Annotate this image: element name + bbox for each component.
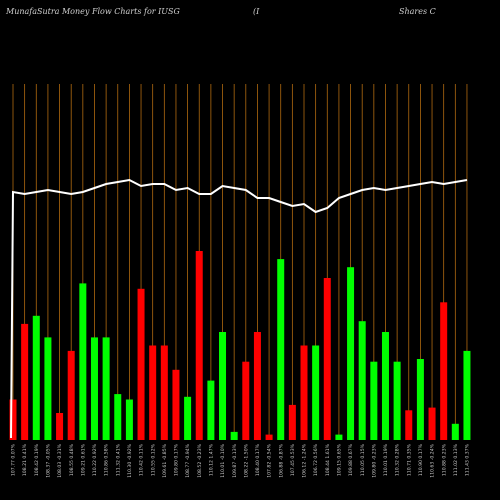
volume-bar <box>90 337 98 440</box>
x-tick-label: 110.01 -0.10% <box>220 443 226 477</box>
x-tick-label: 111.02 0.13% <box>453 443 459 476</box>
x-tick-label: 107.82 -0.54% <box>267 443 273 477</box>
x-tick-labels: 107.77 0.07% 108.21 0.41% 108.42 0.19% 108.… <box>11 443 471 477</box>
volume-bar <box>416 359 424 440</box>
x-tick-label: 108.52 -0.23% <box>197 443 203 477</box>
volume-bar <box>428 407 436 440</box>
x-tick-label: 109.88 0.67% <box>348 443 354 476</box>
volume-bar <box>335 434 343 440</box>
x-tick-label: 109.80 -0.23% <box>371 443 377 477</box>
volume-bar <box>405 410 413 440</box>
x-tick-label: 110.05 0.15% <box>360 443 366 476</box>
volume-bar <box>9 399 17 440</box>
x-tick-label: 109.87 -0.13% <box>232 443 238 477</box>
x-tick-label: 110.90 0.17% <box>418 443 424 476</box>
x-tick-label: 110.86 0.58% <box>104 443 110 476</box>
x-tick-label: 109.15 0.65% <box>337 443 343 476</box>
x-tick-label: 108.21 0.41% <box>22 443 28 476</box>
volume-bar <box>172 369 180 440</box>
x-tick-label: 111.43 0.37% <box>465 443 471 476</box>
x-tick-label: 108.42 0.19% <box>34 443 40 476</box>
volume-bar <box>149 345 157 440</box>
x-tick-label: 109.80 0.17% <box>174 443 180 476</box>
volume-bar <box>32 315 40 440</box>
volume-bar <box>300 345 308 440</box>
bars-group <box>9 251 471 440</box>
brand-title: MunafaSutra Money Flow Charts for IUSG <box>6 7 180 16</box>
volume-bar <box>219 332 227 440</box>
x-tick-label: 108.37 -0.05% <box>46 443 52 477</box>
x-tick-label: 109.61 -0.85% <box>162 443 168 477</box>
x-tick-label: 110.01 0.19% <box>383 443 389 476</box>
volume-bar <box>56 413 64 440</box>
price-line-group <box>10 178 468 439</box>
volume-bar <box>451 423 459 440</box>
volume-bar <box>381 332 389 440</box>
x-tick-label: 108.03 -0.31% <box>57 443 63 477</box>
volume-bar <box>265 434 273 440</box>
x-tick-label: 110.63 -0.24% <box>430 443 436 477</box>
x-tick-label: 111.32 0.41% <box>115 443 121 476</box>
x-tick-label: 106.88 -0.87% <box>278 443 284 477</box>
volume-bar <box>277 259 285 440</box>
volume-bar <box>312 345 320 440</box>
volume-bar <box>358 321 366 440</box>
volume-bar <box>347 267 355 440</box>
volume-bar <box>44 337 52 440</box>
x-tick-label: 110.22 0.92% <box>92 443 98 476</box>
x-tick-label: 108.40 0.17% <box>255 443 261 476</box>
x-tick-label: 106.72 0.56% <box>313 443 319 476</box>
x-tick-label: 110.71 0.35% <box>406 443 412 476</box>
x-tick-label: 107.77 0.07% <box>11 443 17 476</box>
x-tick-label: 107.45 0.53% <box>290 443 296 476</box>
x-tick-label: 110.42 0.11% <box>139 443 145 476</box>
volume-bar <box>137 288 145 440</box>
volume-bar <box>242 361 250 440</box>
volume-bar <box>393 361 401 440</box>
x-tick-label: 108.77 -0.94% <box>185 443 191 477</box>
x-tick-label: 110.30 -0.92% <box>127 443 133 477</box>
x-tick-label: 110.32 0.28% <box>395 443 401 476</box>
volume-bar <box>440 302 448 440</box>
x-tick-label: 109.21 0.61% <box>80 443 86 476</box>
volume-bar <box>67 350 75 440</box>
volume-bar <box>195 251 203 440</box>
volume-bar <box>184 396 192 440</box>
x-tick-label: 108.22 -1.50% <box>243 443 249 477</box>
volume-bar <box>207 380 215 440</box>
volume-bar <box>21 323 29 440</box>
x-tick-label: 110.55 0.12% <box>150 443 156 476</box>
volume-bar <box>288 404 296 440</box>
volume-bar <box>323 278 331 440</box>
x-tick-label: 108.55 0.48% <box>69 443 75 476</box>
volume-bar <box>79 283 87 440</box>
volume-bar <box>230 431 238 440</box>
x-tick-label: 108.44 1.61% <box>325 443 331 476</box>
volume-bar <box>102 337 110 440</box>
volume-bar <box>463 350 471 440</box>
ticker-paren: (I <box>253 7 260 16</box>
chart-header: MunafaSutra Money Flow Charts for IUSG (… <box>0 0 500 24</box>
x-tick-label: 110.88 0.23% <box>441 443 447 476</box>
price-line <box>10 178 468 439</box>
x-tick-label: 110.12 1.47% <box>208 443 214 476</box>
x-tick-label: 106.12 -1.24% <box>302 443 308 477</box>
volume-bar <box>125 399 133 440</box>
volume-bar <box>253 332 261 440</box>
volume-bar <box>114 394 122 440</box>
volume-bar <box>160 345 168 440</box>
volume-bar <box>370 361 378 440</box>
company-name: Shares C <box>399 7 436 16</box>
